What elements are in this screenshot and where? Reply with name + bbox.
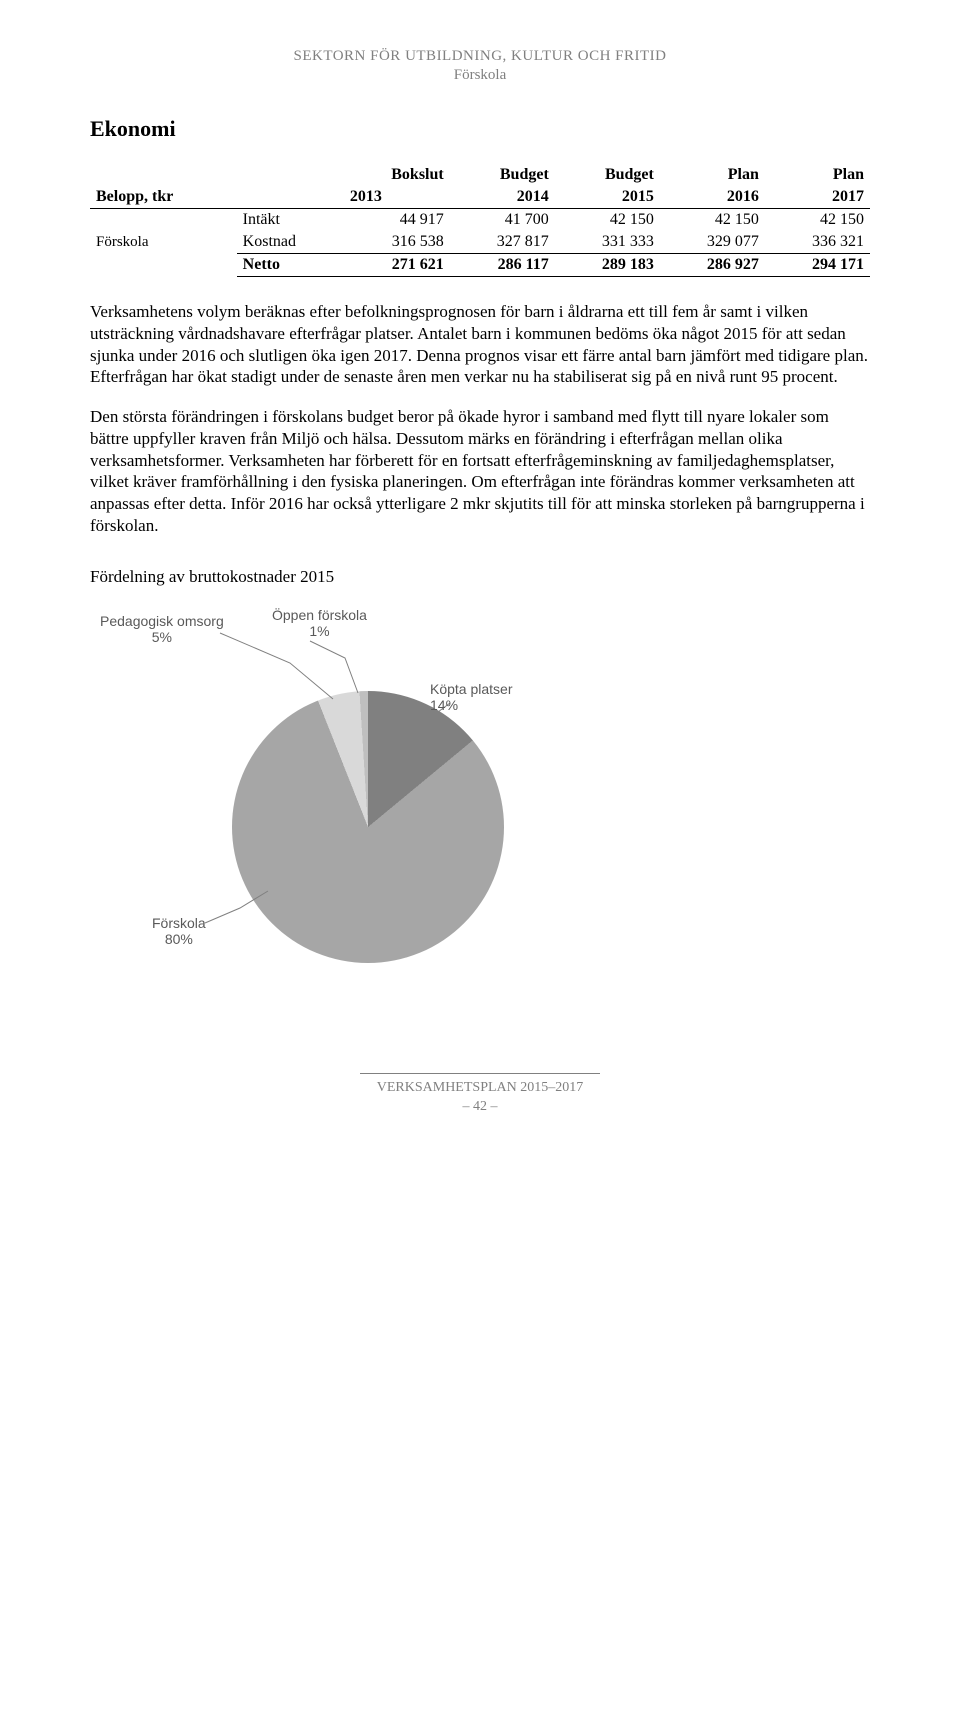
slice-label-text: Förskola xyxy=(152,915,206,931)
col-year-1: 2014 xyxy=(450,186,555,209)
slice-label-forskola: Förskola 80% xyxy=(152,915,206,949)
col-header-plan1: Plan xyxy=(660,164,765,186)
row-netto-label: Netto xyxy=(237,254,344,277)
footer-line-1: VERKSAMHETSPLAN 2015–2017 xyxy=(90,1078,870,1098)
row-kostnad-label: Kostnad xyxy=(237,231,344,254)
row-group-label: Förskola xyxy=(90,209,237,277)
pie-chart: Pedagogisk omsorg 5% Öppen förskola 1% K… xyxy=(90,603,610,1003)
cell: 42 150 xyxy=(555,209,660,232)
page-footer: VERKSAMHETSPLAN 2015–2017 – 42 – xyxy=(90,1073,870,1117)
col-year-4: 2017 xyxy=(765,186,870,209)
slice-label-kopta: Köpta platser 14% xyxy=(430,681,513,715)
col-year-0: 2013 xyxy=(344,186,450,209)
slice-label-text: Öppen förskola xyxy=(272,607,367,623)
slice-label-pct: 14% xyxy=(430,697,458,713)
slice-label-oppen: Öppen förskola 1% xyxy=(272,607,367,641)
col-header-belopp: Belopp, tkr xyxy=(90,164,237,209)
cell: 42 150 xyxy=(765,209,870,232)
paragraph-2: Den största förändringen i förskolans bu… xyxy=(90,406,870,537)
col-year-3: 2016 xyxy=(660,186,765,209)
cell: 41 700 xyxy=(450,209,555,232)
cell: 44 917 xyxy=(344,209,450,232)
slice-label-pct: 1% xyxy=(309,623,329,639)
slice-label-pct: 5% xyxy=(152,629,172,645)
chart-title: Fördelning av bruttokostnader 2015 xyxy=(90,567,870,587)
col-year-2: 2015 xyxy=(555,186,660,209)
col-header-budget2: Budget xyxy=(555,164,660,186)
cell: 42 150 xyxy=(660,209,765,232)
footer-line-2: – 42 – xyxy=(90,1097,870,1117)
cell: 316 538 xyxy=(344,231,450,254)
page-header-line1: SEKTORN FÖR UTBILDNING, KULTUR OCH FRITI… xyxy=(90,48,870,65)
cell: 329 077 xyxy=(660,231,765,254)
slice-label-text: Köpta platser xyxy=(430,681,513,697)
cell: 327 817 xyxy=(450,231,555,254)
slice-label-text: Pedagogisk omsorg xyxy=(100,613,224,629)
cell: 294 171 xyxy=(765,254,870,277)
table-row: Förskola Intäkt 44 917 41 700 42 150 42 … xyxy=(90,209,870,232)
cell: 286 927 xyxy=(660,254,765,277)
row-intakt-label: Intäkt xyxy=(237,209,344,232)
page-header-line2: Förskola xyxy=(90,67,870,84)
cell: 336 321 xyxy=(765,231,870,254)
slice-label-pedagogisk: Pedagogisk omsorg 5% xyxy=(100,613,224,647)
cell: 331 333 xyxy=(555,231,660,254)
cell: 271 621 xyxy=(344,254,450,277)
budget-table: Belopp, tkr Bokslut Budget Budget Plan P… xyxy=(90,164,870,277)
col-header-plan2: Plan xyxy=(765,164,870,186)
cell: 289 183 xyxy=(555,254,660,277)
col-header-budget1: Budget xyxy=(450,164,555,186)
section-title: Ekonomi xyxy=(90,116,870,142)
pie-graphic xyxy=(232,691,504,963)
slice-label-pct: 80% xyxy=(165,931,193,947)
paragraph-1: Verksamhetens volym beräknas efter befol… xyxy=(90,301,870,388)
col-header-bokslut: Bokslut xyxy=(344,164,450,186)
cell: 286 117 xyxy=(450,254,555,277)
